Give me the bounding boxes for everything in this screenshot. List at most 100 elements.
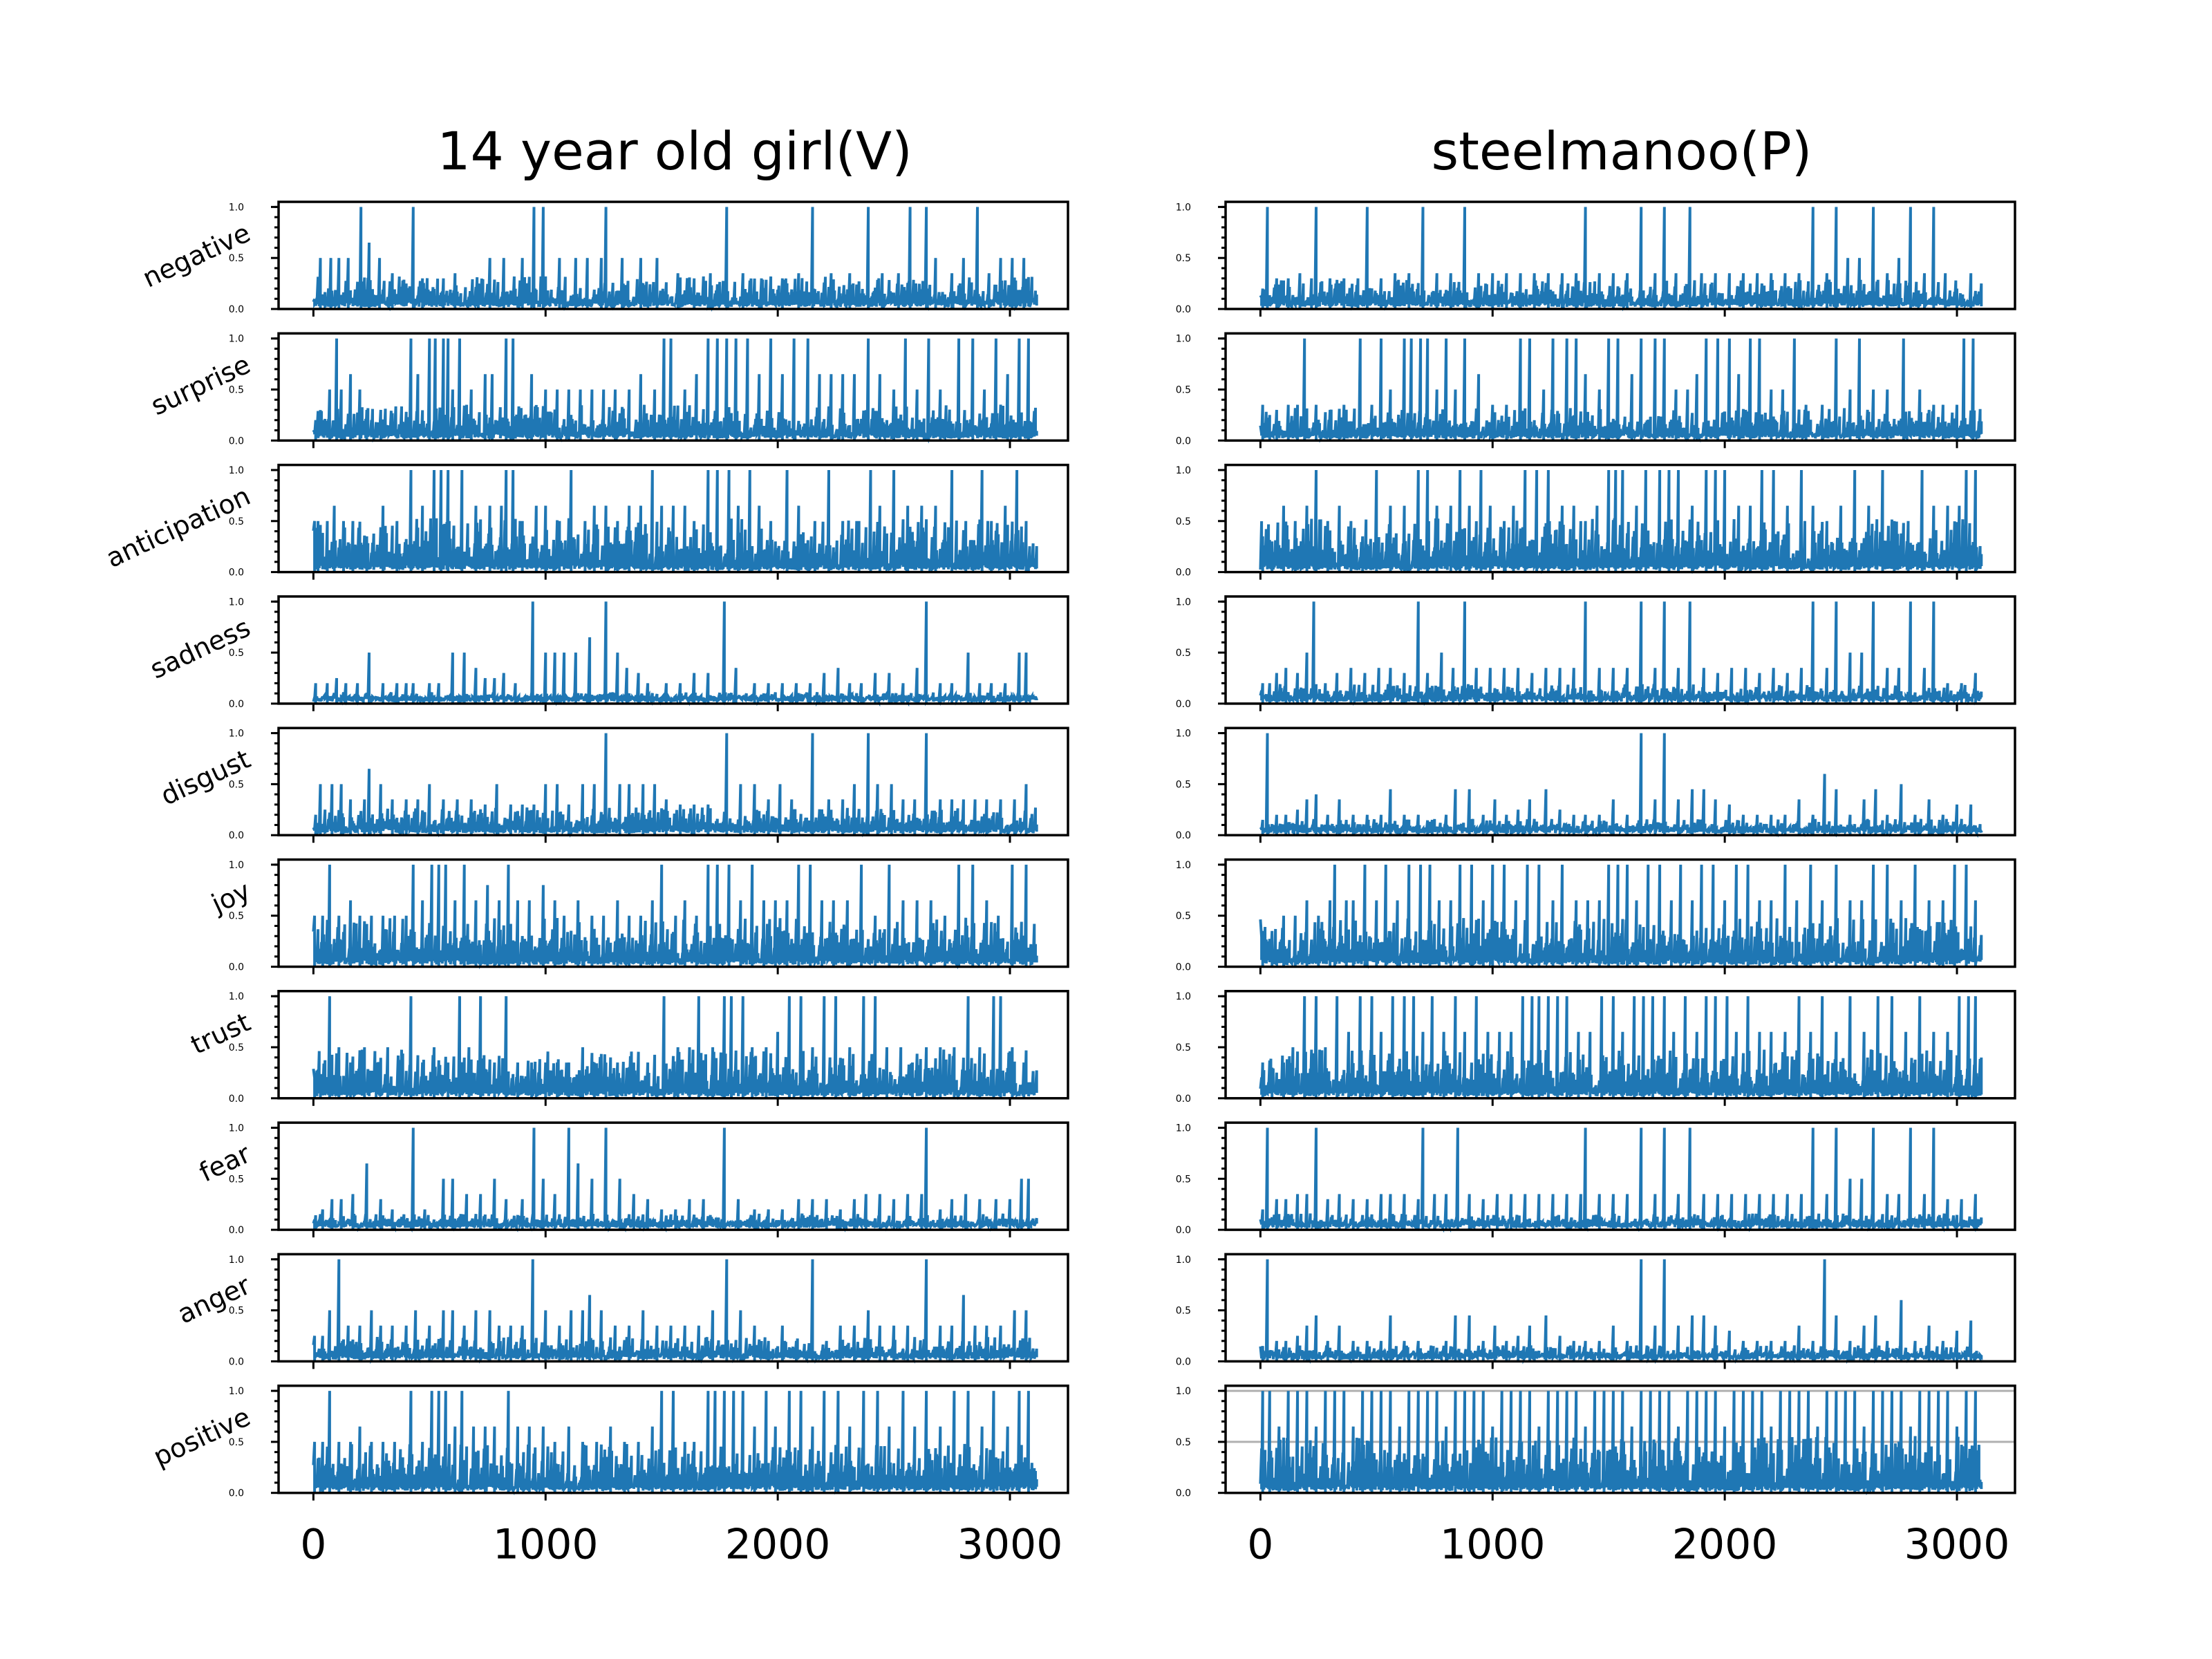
y-tick-label: 1.0	[229, 334, 244, 345]
y-tick-label: 0.5	[229, 1437, 244, 1448]
y-tick-label: 1.0	[1176, 1255, 1191, 1266]
y-tick-label: 0.0	[1176, 1488, 1191, 1499]
panel-frame	[277, 1384, 1069, 1494]
panel-frame	[277, 463, 1069, 574]
panel-frame	[277, 595, 1069, 705]
panel-fear-right: 0.0 0.5 1.0	[1176, 1121, 2016, 1238]
panel-frame	[277, 332, 1069, 442]
panel-frame	[277, 727, 1069, 836]
y-tick-label: 0.5	[1176, 779, 1191, 790]
y-tick-label: 1.0	[1176, 465, 1191, 476]
series-line-anticipation	[312, 469, 1038, 574]
y-tick-label: 1.0	[1176, 597, 1191, 608]
y-tick-label: 0.5	[229, 253, 244, 264]
y-tick-label: 0.5	[229, 779, 244, 790]
series-line-negative	[1259, 207, 1983, 312]
panel-frame	[277, 200, 1069, 310]
y-tick-label: 0.0	[1176, 1094, 1191, 1105]
y-tick-label: 0.0	[229, 699, 244, 710]
x-tick-label: 0	[1247, 1521, 1273, 1569]
series-line-joy	[312, 864, 1038, 970]
y-tick-label: 0.5	[1176, 384, 1191, 395]
y-tick-label: 1.0	[1176, 991, 1191, 1002]
y-tick-label: 1.0	[1176, 202, 1191, 213]
y-tick-label: 1.0	[1176, 334, 1191, 345]
panel-frame	[1224, 332, 2016, 442]
panel-trust-right: 0.0 0.5 1.0	[1176, 990, 2016, 1106]
panel-anger-right: 0.0 0.5 1.0	[1176, 1253, 2016, 1369]
y-tick-label: 0.5	[1176, 1437, 1191, 1448]
y-tick-label: 1.0	[1176, 1123, 1191, 1134]
series-line-anger	[312, 1259, 1038, 1365]
series-line-surprise	[1259, 338, 1983, 443]
panel-frame	[1224, 858, 2016, 968]
y-tick-label: 0.5	[1176, 253, 1191, 264]
y-tick-label: 0.5	[1176, 1174, 1191, 1185]
x-tick-label: 2000	[1672, 1521, 1778, 1569]
panel-frame	[277, 858, 1069, 968]
y-tick-label: 0.5	[229, 516, 244, 527]
series-line-joy	[1259, 864, 1983, 969]
series-line-disgust	[312, 733, 1038, 838]
y-tick-label: 0.5	[229, 648, 244, 659]
y-tick-label: 0.5	[1176, 648, 1191, 659]
y-tick-label: 0.5	[229, 384, 244, 395]
y-tick-label: 1.0	[229, 1255, 244, 1266]
y-tick-label: 0.0	[229, 1094, 244, 1105]
series-line-trust	[312, 996, 1038, 1100]
y-tick-label: 1.0	[229, 991, 244, 1002]
y-tick-label: 0.5	[1176, 1042, 1191, 1053]
panel-frame	[277, 990, 1069, 1100]
y-tick-label: 0.0	[229, 1488, 244, 1499]
y-tick-label: 0.0	[1176, 304, 1191, 315]
series-line-fear	[312, 1127, 1038, 1233]
y-tick-label: 1.0	[229, 202, 244, 213]
x-tick-label: 1000	[1440, 1521, 1546, 1569]
y-tick-label: 0.0	[1176, 435, 1191, 447]
y-tick-label: 0.5	[229, 1306, 244, 1317]
y-tick-label: 0.5	[229, 1042, 244, 1053]
series-line-anger	[1259, 1259, 1983, 1365]
y-tick-label: 1.0	[1176, 860, 1191, 871]
y-tick-label: 1.0	[229, 465, 244, 476]
series-line-sadness	[1259, 601, 1983, 706]
series-line-surprise	[312, 338, 1038, 444]
panel-anticipation-right: 0.0 0.5 1.0	[1176, 463, 2016, 580]
y-tick-label: 1.0	[229, 597, 244, 608]
y-tick-label: 0.0	[1176, 962, 1191, 973]
y-tick-label: 0.0	[1176, 1356, 1191, 1367]
y-tick-label: 0.0	[229, 568, 244, 579]
y-tick-label: 0.0	[1176, 830, 1191, 841]
y-tick-label: 1.0	[229, 860, 244, 871]
y-tick-label: 0.5	[229, 1174, 244, 1185]
series-line-positive	[312, 1391, 1038, 1496]
x-tick-label: 3000	[957, 1521, 1063, 1569]
panel-frame	[1224, 727, 2016, 836]
panel-frame	[277, 1121, 1069, 1231]
column-title-left: 14 year old girl(V)	[437, 120, 912, 182]
y-tick-label: 1.0	[229, 1386, 244, 1397]
y-tick-label: 1.0	[229, 729, 244, 740]
x-tick-label: 0	[300, 1521, 326, 1569]
y-tick-label: 0.0	[229, 830, 244, 841]
y-tick-label: 0.5	[229, 911, 244, 922]
y-tick-label: 0.5	[1176, 1306, 1191, 1317]
y-tick-label: 0.0	[1176, 568, 1191, 579]
y-tick-label: 0.0	[1176, 699, 1191, 710]
y-tick-label: 1.0	[1176, 1386, 1191, 1397]
x-tick-label: 1000	[493, 1521, 599, 1569]
y-tick-label: 0.0	[229, 962, 244, 973]
series-line-negative	[312, 207, 1038, 312]
series-line-fear	[1259, 1127, 1983, 1233]
y-tick-label: 0.5	[1176, 911, 1191, 922]
series-line-sadness	[312, 601, 1038, 707]
panel-frame	[1224, 595, 2016, 705]
y-tick-label: 0.0	[229, 1356, 244, 1367]
x-tick-label: 3000	[1904, 1521, 2010, 1569]
column-title-right: steelmanoo(P)	[1432, 120, 1812, 182]
panel-frame	[277, 1253, 1069, 1363]
y-tick-label: 0.0	[1176, 1225, 1191, 1236]
panel-frame	[1224, 990, 2016, 1100]
